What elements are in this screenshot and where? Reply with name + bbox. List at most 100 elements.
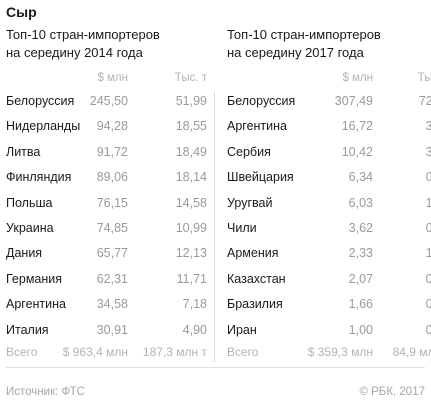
usd-value-cell: 30,91 <box>96 322 128 337</box>
usd-value-cell: 74,85 <box>96 220 128 235</box>
tons-value-cell: 0,55 <box>425 271 431 286</box>
table-2017-rows: Белоруссия 307,49 72,46 Аргентина 16,72 3,33 С… <box>227 88 431 342</box>
total-usd: $ 359,3 млн <box>307 344 373 359</box>
table-2014-column-headers: $ млн Тыс. т <box>6 72 216 88</box>
country-cell: Белоруссия <box>6 94 75 108</box>
usd-value-cell: 6,34 <box>348 170 373 185</box>
tons-value-cell: 1,54 <box>425 246 431 261</box>
tons-value-cell: 3,46 <box>425 144 431 159</box>
column-divider <box>214 92 215 362</box>
footer-divider <box>6 367 425 368</box>
tons-value-cell: 12,13 <box>175 246 207 261</box>
table-row: Швейцария 6,34 0,86 <box>227 164 431 189</box>
country-cell: Украина <box>6 220 54 235</box>
country-cell: Бразилия <box>227 297 283 312</box>
column-header-tons: Тыс. т <box>174 72 207 84</box>
table-row: Сербия 10,42 3,46 <box>227 139 431 164</box>
country-cell: Италия <box>6 322 49 337</box>
tons-value-cell: 18,55 <box>175 119 207 134</box>
total-tons: 84,9 млн т <box>392 344 431 359</box>
country-cell: Уругвай <box>227 195 273 210</box>
country-cell: Нидерланды <box>6 119 81 134</box>
table-2014-total: Всего $ 963,4 млн 187,3 млн т <box>6 342 216 364</box>
usd-value-cell: 34,58 <box>96 297 128 312</box>
usd-value-cell: 1,66 <box>348 297 373 312</box>
country-cell: Аргентина <box>6 297 66 312</box>
table-row: Финляндия 89,06 18,14 <box>6 164 216 189</box>
usd-value-cell: 91,72 <box>96 144 128 159</box>
usd-value-cell: 307,49 <box>334 94 373 108</box>
usd-value-cell: 3,62 <box>348 220 373 235</box>
table-row: Белоруссия 307,49 72,46 <box>227 88 431 113</box>
tons-value-cell: 18,49 <box>175 144 207 159</box>
tons-value-cell: 0,27 <box>425 322 431 337</box>
table-row: Украина 74,85 10,99 <box>6 215 216 240</box>
tons-value-cell: 11,71 <box>176 271 207 286</box>
total-tons: 187,3 млн т <box>142 344 207 359</box>
table-row: Армения 2,33 1,54 <box>227 240 431 265</box>
table-2017: Топ-10 стран-импортеров на середину 2017… <box>227 26 431 364</box>
country-cell: Дания <box>6 246 43 261</box>
usd-value-cell: 6,03 <box>348 195 373 210</box>
usd-value-cell: 89,06 <box>96 170 128 185</box>
table-row: Аргентина 16,72 3,33 <box>227 113 431 138</box>
tons-value-cell: 0,86 <box>425 170 431 185</box>
table-row: Италия 30,91 4,90 <box>6 317 216 342</box>
tons-value-cell: 14,58 <box>175 195 207 210</box>
usd-value-cell: 10,42 <box>341 144 373 159</box>
country-cell: Армения <box>227 246 279 261</box>
tons-value-cell: 7,18 <box>182 297 207 312</box>
table-row: Дания 65,77 12,13 <box>6 240 216 265</box>
total-label: Всего <box>6 344 38 359</box>
table-2014-heading: Топ-10 стран-импортеров на середину 2014… <box>6 27 160 60</box>
table-2017-total: Всего $ 359,3 млн 84,9 млн т <box>227 342 431 364</box>
table-row: Литва 91,72 18,49 <box>6 139 216 164</box>
table-row: Казахстан 2,07 0,55 <box>227 266 431 291</box>
tons-value-cell: 1,00 <box>425 195 431 210</box>
usd-value-cell: 16,72 <box>341 119 373 134</box>
country-cell: Финляндия <box>6 170 72 185</box>
copyright: © РБК, 2017 <box>359 386 425 398</box>
country-cell: Чили <box>227 220 257 235</box>
country-cell: Сербия <box>227 144 271 159</box>
column-header-usd: $ млн <box>342 72 373 84</box>
tons-value-cell: 4,90 <box>182 322 207 337</box>
column-header-usd: $ млн <box>97 72 128 84</box>
usd-value-cell: 1,00 <box>348 322 373 337</box>
table-row: Нидерланды 94,28 18,55 <box>6 113 216 138</box>
column-header-tons: Тыс. т <box>417 72 431 84</box>
table-row: Иран 1,00 0,27 <box>227 317 431 342</box>
country-cell: Белоруссия <box>227 94 296 108</box>
table-2014: Топ-10 стран-импортеров на середину 2014… <box>6 26 216 364</box>
table-2017-heading: Топ-10 стран-импортеров на середину 2017… <box>227 27 381 60</box>
table-row: Белоруссия 245,50 51,99 <box>6 88 216 113</box>
tons-value-cell: 72,46 <box>418 94 431 108</box>
country-cell: Литва <box>6 144 41 159</box>
table-row: Чили 3,62 0,78 <box>227 215 431 240</box>
tons-value-cell: 18,14 <box>175 170 207 185</box>
tons-value-cell: 0,28 <box>425 297 431 312</box>
total-usd: $ 963,4 млн <box>62 344 128 359</box>
country-cell: Казахстан <box>227 271 286 286</box>
table-2014-rows: Белоруссия 245,50 51,99 Нидерланды 94,28 18,5… <box>6 88 216 342</box>
table-row: Аргентина 34,58 7,18 <box>6 291 216 316</box>
usd-value-cell: 2,07 <box>348 271 373 286</box>
tons-value-cell: 10,99 <box>175 220 207 235</box>
country-cell: Швейцария <box>227 170 294 185</box>
country-cell: Польша <box>6 195 53 210</box>
table-row: Уругвай 6,03 1,00 <box>227 190 431 215</box>
table-row: Германия 62,31 11,71 <box>6 266 216 291</box>
usd-value-cell: 2,33 <box>348 246 373 261</box>
chart-title: Сыр <box>6 4 37 20</box>
source-note: Источник: ФТС <box>6 386 85 398</box>
usd-value-cell: 62,31 <box>96 271 128 286</box>
tons-value-cell: 0,78 <box>425 220 431 235</box>
usd-value-cell: 245,50 <box>89 94 128 108</box>
usd-value-cell: 65,77 <box>96 246 128 261</box>
country-cell: Германия <box>6 271 63 286</box>
tons-value-cell: 51,99 <box>175 94 207 108</box>
table-row: Польша 76,15 14,58 <box>6 190 216 215</box>
total-label: Всего <box>227 344 259 359</box>
usd-value-cell: 76,15 <box>96 195 128 210</box>
tons-value-cell: 3,33 <box>425 119 431 134</box>
